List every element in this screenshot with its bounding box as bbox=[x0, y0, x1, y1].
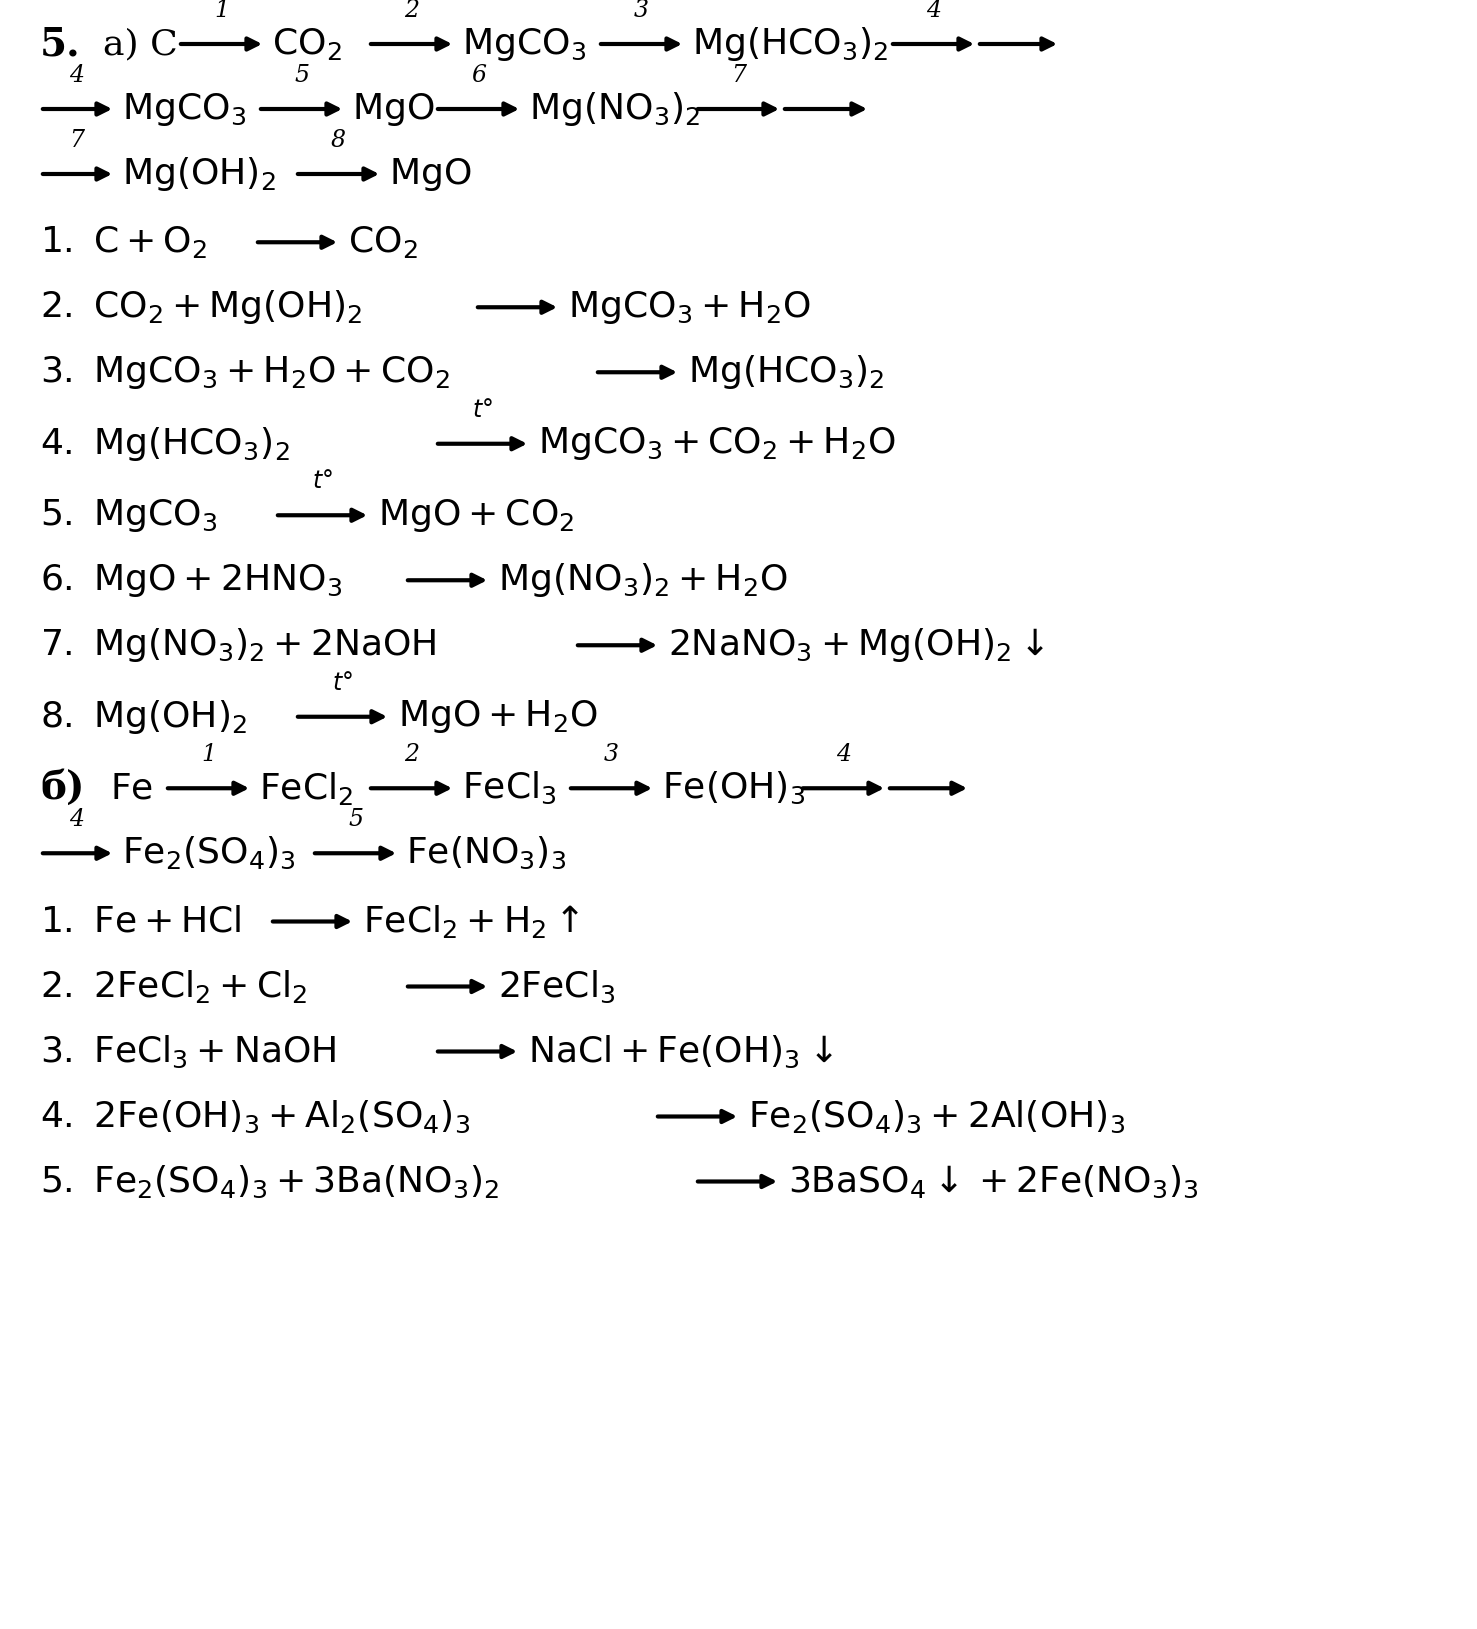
Text: $t°$: $t°$ bbox=[471, 399, 492, 422]
Text: $\mathrm{1.\ Fe + HCl}$: $\mathrm{1.\ Fe + HCl}$ bbox=[40, 904, 242, 938]
Text: 5.: 5. bbox=[40, 24, 81, 64]
Text: $\mathrm{CO_2}$: $\mathrm{CO_2}$ bbox=[349, 225, 418, 261]
Text: $\mathrm{Fe(NO_3)_3}$: $\mathrm{Fe(NO_3)_3}$ bbox=[406, 836, 567, 872]
Text: $\mathrm{4.\ Mg(HCO_3)_2}$: $\mathrm{4.\ Mg(HCO_3)_2}$ bbox=[40, 425, 289, 463]
Text: 1: 1 bbox=[214, 0, 229, 23]
Text: $\mathrm{MgO}$: $\mathrm{MgO}$ bbox=[388, 155, 471, 192]
Text: $\mathrm{2.\ 2FeCl_2 + Cl_2}$: $\mathrm{2.\ 2FeCl_2 + Cl_2}$ bbox=[40, 968, 307, 1005]
Text: $\mathrm{2.\ CO_2 + Mg(OH)_2}$: $\mathrm{2.\ CO_2 + Mg(OH)_2}$ bbox=[40, 288, 362, 326]
Text: $\mathrm{3BaSO_4\downarrow + 2Fe(NO_3)_3}$: $\mathrm{3BaSO_4\downarrow + 2Fe(NO_3)_3… bbox=[789, 1163, 1199, 1199]
Text: $\mathrm{1.\ C + O_2}$: $\mathrm{1.\ C + O_2}$ bbox=[40, 225, 207, 261]
Text: $\mathrm{5.\ MgCO_3}$: $\mathrm{5.\ MgCO_3}$ bbox=[40, 497, 217, 534]
Text: $\mathrm{Mg(HCO_3)_2}$: $\mathrm{Mg(HCO_3)_2}$ bbox=[693, 24, 889, 64]
Text: 3: 3 bbox=[634, 0, 648, 23]
Text: $\mathrm{MgCO_3 + H_2O}$: $\mathrm{MgCO_3 + H_2O}$ bbox=[569, 288, 811, 326]
Text: $\mathrm{2FeCl_3}$: $\mathrm{2FeCl_3}$ bbox=[498, 968, 616, 1005]
Text: $\mathrm{4.\ 2Fe(OH)_3 + Al_2(SO_4)_3}$: $\mathrm{4.\ 2Fe(OH)_3 + Al_2(SO_4)_3}$ bbox=[40, 1098, 470, 1135]
Text: $\mathrm{6.\ MgO + 2HNO_3}$: $\mathrm{6.\ MgO + 2HNO_3}$ bbox=[40, 562, 343, 599]
Text: $\mathrm{MgO + CO_2}$: $\mathrm{MgO + CO_2}$ bbox=[378, 497, 575, 534]
Text: $\mathrm{Fe(OH)_3}$: $\mathrm{Fe(OH)_3}$ bbox=[662, 771, 805, 806]
Text: $t°$: $t°$ bbox=[331, 671, 353, 694]
Text: $\mathrm{Fe_2(SO_4)_3 + 2Al(OH)_3}$: $\mathrm{Fe_2(SO_4)_3 + 2Al(OH)_3}$ bbox=[747, 1098, 1125, 1135]
Text: $\mathrm{FeCl_3}$: $\mathrm{FeCl_3}$ bbox=[462, 771, 557, 806]
Text: 4: 4 bbox=[69, 808, 84, 831]
Text: 3: 3 bbox=[604, 743, 619, 766]
Text: 2: 2 bbox=[405, 0, 419, 23]
Text: $\mathrm{3.\ MgCO_3 + H_2O + CO_2}$: $\mathrm{3.\ MgCO_3 + H_2O + CO_2}$ bbox=[40, 353, 450, 391]
Text: 2: 2 bbox=[405, 743, 419, 766]
Text: $\mathrm{5.\ Fe_2(SO_4)_3 + 3Ba(NO_3)_2}$: $\mathrm{5.\ Fe_2(SO_4)_3 + 3Ba(NO_3)_2}… bbox=[40, 1163, 499, 1199]
Text: 4: 4 bbox=[836, 743, 851, 766]
Text: 5: 5 bbox=[349, 808, 363, 831]
Text: $\mathrm{Mg(NO_3)_2 + H_2O}$: $\mathrm{Mg(NO_3)_2 + H_2O}$ bbox=[498, 562, 787, 599]
Text: $\mathrm{MgCO_3 + CO_2 + H_2O}$: $\mathrm{MgCO_3 + CO_2 + H_2O}$ bbox=[538, 425, 897, 463]
Text: 7: 7 bbox=[69, 129, 84, 151]
Text: 6: 6 bbox=[471, 64, 486, 86]
Text: $\mathrm{FeCl_2}$: $\mathrm{FeCl_2}$ bbox=[258, 771, 353, 806]
Text: $\mathrm{Mg(OH)_2}$: $\mathrm{Mg(OH)_2}$ bbox=[123, 155, 276, 192]
Text: $\mathrm{Mg(HCO_3)_2}$: $\mathrm{Mg(HCO_3)_2}$ bbox=[688, 353, 885, 391]
Text: 5: 5 bbox=[294, 64, 309, 86]
Text: $\mathrm{3.\ FeCl_3 + NaOH}$: $\mathrm{3.\ FeCl_3 + NaOH}$ bbox=[40, 1033, 337, 1070]
Text: $\mathrm{CO_2}$: $\mathrm{CO_2}$ bbox=[272, 26, 341, 62]
Text: $\mathrm{MgCO_3}$: $\mathrm{MgCO_3}$ bbox=[123, 91, 247, 127]
Text: 8: 8 bbox=[331, 129, 346, 151]
Text: $\mathrm{Mg(NO_3)_2}$: $\mathrm{Mg(NO_3)_2}$ bbox=[529, 90, 700, 129]
Text: $\mathrm{MgO}$: $\mathrm{MgO}$ bbox=[352, 91, 434, 127]
Text: 1: 1 bbox=[201, 743, 216, 766]
Text: 4: 4 bbox=[926, 0, 941, 23]
Text: $\mathrm{MgO + H_2O}$: $\mathrm{MgO + H_2O}$ bbox=[397, 699, 598, 735]
Text: $\mathrm{MgCO_3}$: $\mathrm{MgCO_3}$ bbox=[462, 26, 586, 62]
Text: $\mathrm{NaCl + Fe(OH)_3\downarrow}$: $\mathrm{NaCl + Fe(OH)_3\downarrow}$ bbox=[527, 1033, 833, 1070]
Text: $\mathrm{2NaNO_3 + Mg(OH)_2\downarrow}$: $\mathrm{2NaNO_3 + Mg(OH)_2\downarrow}$ bbox=[668, 626, 1044, 665]
Text: $t°$: $t°$ bbox=[312, 471, 332, 494]
Text: $\mathrm{Fe}$: $\mathrm{Fe}$ bbox=[109, 771, 154, 805]
Text: $\mathrm{Fe_2(SO_4)_3}$: $\mathrm{Fe_2(SO_4)_3}$ bbox=[123, 836, 295, 872]
Text: a) C: a) C bbox=[103, 28, 177, 60]
Text: 4: 4 bbox=[69, 64, 84, 86]
Text: б): б) bbox=[40, 769, 84, 808]
Text: $\mathrm{8.\ Mg(OH)_2}$: $\mathrm{8.\ Mg(OH)_2}$ bbox=[40, 697, 247, 736]
Text: $\mathrm{7.\ Mg(NO_3)_2 + 2NaOH}$: $\mathrm{7.\ Mg(NO_3)_2 + 2NaOH}$ bbox=[40, 626, 436, 665]
Text: $\mathrm{FeCl_2 + H_2\uparrow}$: $\mathrm{FeCl_2 + H_2\uparrow}$ bbox=[363, 902, 579, 940]
Text: 7: 7 bbox=[731, 64, 746, 86]
